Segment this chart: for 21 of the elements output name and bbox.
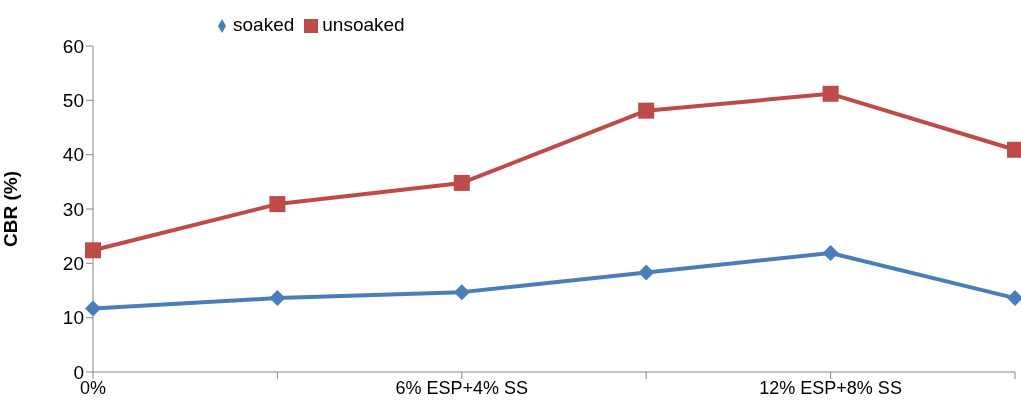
- y-tick-label: 20: [62, 253, 84, 275]
- point: [638, 264, 655, 281]
- point: [269, 196, 286, 213]
- y-tick-label: 40: [62, 144, 84, 166]
- point: [85, 242, 101, 259]
- point: [269, 290, 286, 307]
- legend-label: unsoaked: [322, 14, 405, 35]
- y-tick-label: 50: [62, 90, 84, 112]
- point: [822, 85, 839, 102]
- point: [453, 284, 470, 301]
- point: [85, 300, 101, 317]
- legend-label: soaked: [233, 14, 295, 35]
- y-tick-label: 10: [62, 307, 84, 329]
- y-axis-title: CBR (%): [0, 171, 21, 247]
- point: [453, 174, 470, 191]
- x-tick-label: 6% ESP+4% SS: [395, 377, 529, 398]
- y-tick-label: 30: [62, 198, 84, 220]
- point: [822, 245, 839, 262]
- x-tick-label: 12% ESP+8% SS: [759, 377, 902, 398]
- y-tick-label: 60: [62, 35, 84, 57]
- point: [638, 102, 655, 119]
